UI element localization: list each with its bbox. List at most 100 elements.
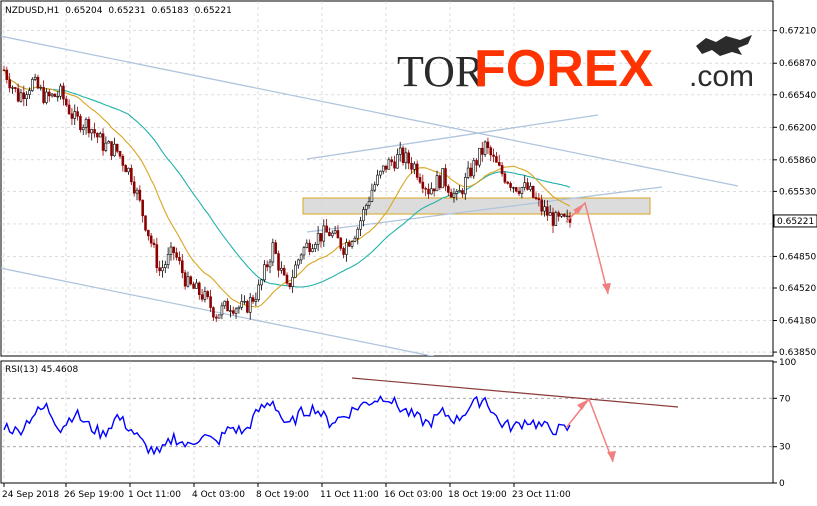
candle [135, 187, 139, 201]
candle [22, 85, 26, 107]
candle [271, 238, 275, 266]
candle [62, 82, 65, 106]
candle [356, 226, 360, 245]
candle [517, 186, 521, 197]
candle [299, 253, 303, 264]
candle [107, 140, 111, 144]
candle [523, 175, 527, 191]
candle [486, 137, 490, 154]
candle [514, 186, 518, 193]
candle [81, 124, 85, 136]
time-tick-label: 16 Oct 03:00 [384, 490, 443, 500]
candle [73, 104, 77, 126]
candle [206, 290, 210, 300]
candle [328, 227, 331, 237]
candle [531, 185, 535, 199]
logo-part-tor: TOR [397, 47, 485, 96]
candle [393, 155, 396, 172]
candle [25, 91, 28, 107]
candle [364, 203, 368, 216]
candle [257, 279, 260, 302]
candle [463, 172, 467, 200]
candle [384, 165, 388, 173]
candle [45, 88, 48, 105]
candle [28, 87, 31, 99]
candle [53, 93, 57, 97]
candle [475, 158, 478, 173]
forecast-arrow-rsi [565, 397, 616, 463]
last-price-tag: 0.65221 [773, 214, 817, 228]
candle [537, 193, 541, 207]
support-resistance-zone [302, 197, 651, 215]
candle [127, 167, 130, 175]
candle [223, 300, 227, 309]
candle [132, 176, 136, 197]
candle [444, 164, 447, 191]
candle [76, 106, 79, 121]
candle [469, 162, 473, 179]
candle [396, 148, 399, 169]
price-tick-label: 0.66200 [779, 123, 816, 133]
candle [563, 213, 566, 218]
rsi-levels [1, 397, 773, 448]
price-axis: 0.67210 0.66870 0.66540 0.66200 0.65860 0.655… [773, 27, 816, 358]
candle [449, 188, 453, 198]
candle [497, 154, 501, 167]
candle [79, 113, 82, 133]
candle [319, 233, 323, 248]
candle [311, 243, 314, 253]
candle [90, 128, 94, 141]
candle [291, 269, 294, 293]
candle [186, 271, 190, 288]
candle [339, 237, 343, 251]
candle [64, 95, 68, 108]
candle [407, 149, 410, 170]
candle [282, 264, 286, 276]
candle [347, 239, 351, 247]
candle [430, 182, 433, 195]
candle [189, 275, 193, 286]
candle [121, 153, 125, 172]
price-tick-label: 0.63850 [779, 348, 816, 358]
time-tick-label: 4 Oct 03:00 [192, 490, 245, 500]
price-tick-label: 0.66870 [779, 59, 816, 69]
candle [480, 141, 484, 162]
candle [277, 250, 280, 278]
candle [492, 148, 495, 163]
candle [308, 239, 311, 256]
candle [305, 239, 309, 249]
candle [427, 183, 430, 199]
logo-part-com: .com [689, 60, 754, 93]
candle [67, 99, 71, 115]
candle [543, 199, 546, 217]
candle [265, 260, 269, 272]
candle [87, 116, 91, 138]
candle [93, 122, 96, 138]
candle [500, 162, 504, 177]
rsi-tick-label: 100 [779, 358, 796, 368]
candle [5, 66, 9, 84]
candle [435, 170, 439, 192]
candle [390, 156, 394, 166]
candle [166, 247, 170, 269]
candle [84, 117, 88, 135]
candle [274, 239, 277, 255]
forecast-arrow-price [565, 201, 611, 295]
candle [164, 260, 167, 274]
candle [350, 240, 354, 249]
candle [268, 258, 272, 274]
candle [16, 83, 20, 103]
candle [172, 246, 176, 261]
candle [192, 281, 195, 289]
candle [144, 215, 147, 232]
candle [424, 186, 427, 197]
candle [180, 253, 184, 279]
rsi-axis: 100 70 30 0 [773, 358, 796, 489]
candle [231, 306, 235, 316]
rsi-tick-label: 0 [779, 479, 785, 489]
last-price-label: 0.65221 [777, 217, 814, 227]
rsi-title: RSI(13) 45.4608 [5, 365, 78, 375]
candle [161, 260, 164, 278]
candle [254, 292, 258, 307]
candle [169, 242, 173, 261]
